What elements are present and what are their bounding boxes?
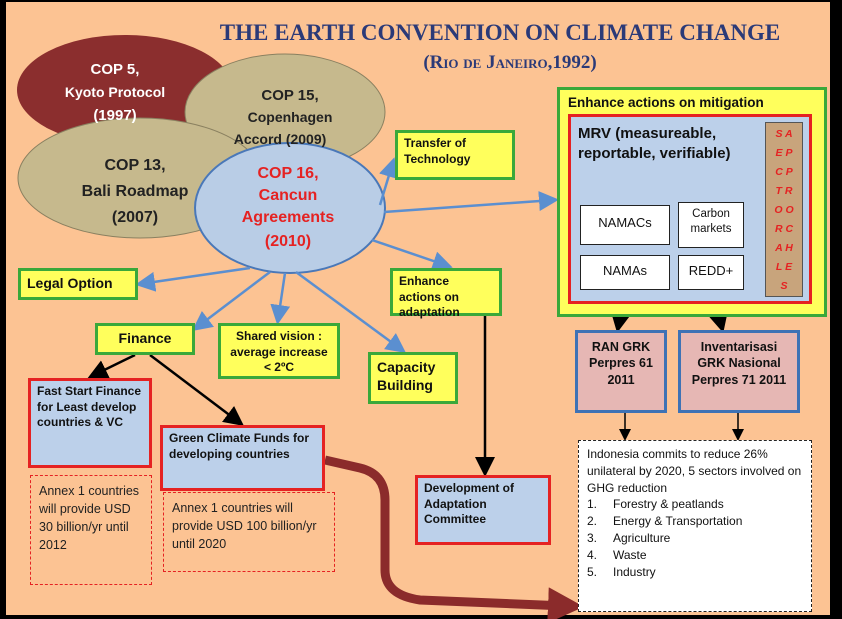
arrow <box>295 270 407 353</box>
sectoral-letters: A H <box>775 242 793 254</box>
item-label: Forestry & peatlands <box>613 497 724 512</box>
annex-30: Annex 1 countries will provide USD 30 bi… <box>30 475 152 585</box>
list-item: 4. Waste <box>587 547 803 564</box>
item-label: Agriculture <box>613 530 671 545</box>
arrow <box>135 266 251 292</box>
namas: NAMAs <box>580 255 670 290</box>
blue-arrows <box>135 157 559 353</box>
cop-label: (2007) <box>112 209 158 226</box>
adaptation: Enhance actions on adaptation <box>390 268 502 319</box>
sectoral-letters: S <box>780 280 788 292</box>
annex-100: Annex 1 countries will provide USD 100 b… <box>163 492 335 572</box>
arrow <box>87 353 136 379</box>
shared-vision: Shared vision : average increase < 2ºC <box>218 323 340 379</box>
cop-label: COP 5, <box>91 61 140 78</box>
inventarisasi: Inventarisasi GRK Nasional Perpres 71 20… <box>678 330 800 413</box>
cop-label: COP 16, <box>257 165 318 182</box>
item-number: 1. <box>587 497 598 512</box>
transfer-technology: Transfer of Technology <box>395 130 515 180</box>
cop-label: Bali Roadmap <box>82 183 189 200</box>
item-number: 5. <box>587 564 598 579</box>
mitigation-title: Enhance actions on mitigation <box>568 95 764 110</box>
capacity-building: Capacity Building <box>368 352 458 404</box>
list-item: 5. Industry <box>587 564 803 581</box>
indonesia-box: Indonesia commits to reduce 26% unilater… <box>578 440 812 612</box>
arrow <box>383 191 559 214</box>
cop5-ellipse <box>17 35 233 145</box>
cop-label: Copenhagen <box>248 109 333 125</box>
arrow <box>192 271 271 332</box>
arrow <box>378 157 399 206</box>
arrow <box>270 272 291 325</box>
cop16-ellipse <box>194 142 386 274</box>
sectoral-letters: R C <box>774 223 794 235</box>
cop-label: Agreements <box>242 209 335 226</box>
list-item: 1. Forestry & peatlands <box>587 496 803 513</box>
item-number: 3. <box>587 530 598 545</box>
adaptation-committee: Development of Adaptation Committee <box>415 475 551 545</box>
cop-label: (1997) <box>93 107 136 124</box>
legal-option: Legal Option <box>18 268 138 300</box>
sectoral-letters: O O <box>774 204 794 216</box>
item-number: 2. <box>587 514 598 529</box>
arrow <box>371 238 453 271</box>
ran-grk: RAN GRK Perpres 61 2011 <box>575 330 667 413</box>
sectoral-letters: C P <box>775 166 793 178</box>
finance: Finance <box>95 323 195 355</box>
cop-label: Kyoto Protocol <box>65 84 165 100</box>
cop-label: COP 13, <box>104 157 165 174</box>
sectoral-letters: T R <box>775 185 793 197</box>
list-item: 2. Energy & Transportation <box>587 513 803 530</box>
cop-label: Cancun <box>259 187 318 204</box>
cop-label: (2010) <box>265 233 311 250</box>
green-climate: Green Climate Funds for developing count… <box>160 425 325 491</box>
cop-label: Accord (2009) <box>234 131 327 147</box>
redd: REDD+ <box>678 255 744 290</box>
arrow <box>149 354 244 427</box>
cop-label: COP 15, <box>261 87 318 104</box>
title: THE EARTH CONVENTION ON CLIMATE CHANGE <box>220 20 780 45</box>
indonesia-text: Indonesia commits to reduce 26% unilater… <box>587 447 802 495</box>
item-number: 4. <box>587 547 598 562</box>
item-label: Energy & Transportation <box>613 514 743 529</box>
sectoral-letters: S A <box>775 128 793 140</box>
list-item: 3. Agriculture <box>587 530 803 547</box>
item-label: Waste <box>613 547 647 562</box>
fast-start: Fast Start Finance for Least develop cou… <box>28 378 152 468</box>
item-label: Industry <box>613 564 656 579</box>
sectoral-letters: E P <box>775 147 793 159</box>
sectoral-approaches: S A E P C P T R O O R C A H L E S <box>765 122 803 297</box>
namacs: NAMACs <box>580 205 670 245</box>
sectoral-letters: L E <box>775 261 793 273</box>
carbon-markets: Carbon markets <box>678 202 744 248</box>
subtitle: (Rio de Janeiro,1992) <box>423 52 596 73</box>
big-arrow <box>323 455 584 619</box>
mrv-text: MRV (measureable, reportable, verifiable… <box>578 125 731 162</box>
